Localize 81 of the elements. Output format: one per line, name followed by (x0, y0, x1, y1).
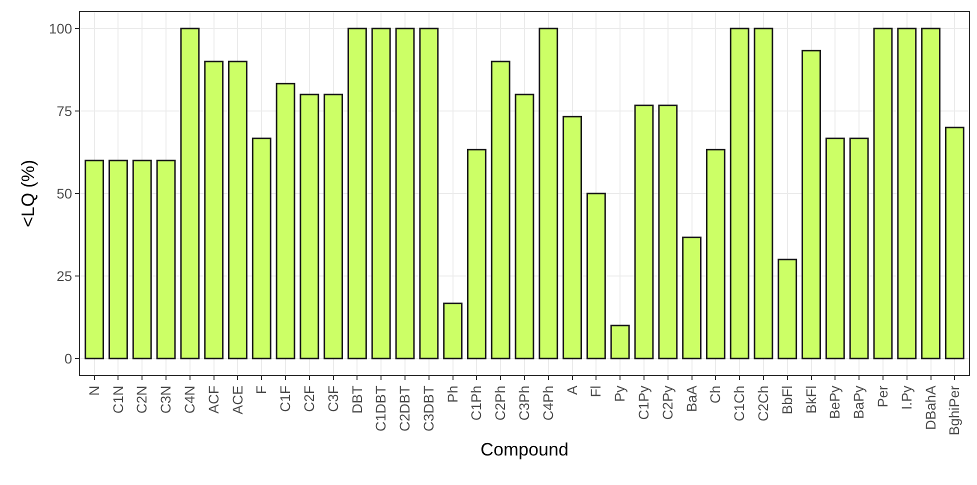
bar (754, 28, 774, 360)
bar (228, 60, 248, 360)
bar (132, 160, 152, 360)
x-tick-label: ACE (229, 386, 246, 414)
x-tick-label: BaPy (850, 386, 867, 420)
bar (371, 28, 391, 360)
x-axis-title: Compound (480, 440, 569, 460)
x-tick-label: C3F (324, 386, 341, 412)
bar (348, 28, 367, 360)
y-tick-label: 0 (64, 350, 72, 366)
x-tick-label: C1DBT (372, 385, 389, 432)
x-tick-label: C3DBT (420, 385, 436, 432)
x-tick-label: ACF (205, 386, 222, 414)
x-tick-label: C2Ph (492, 386, 508, 421)
bar (849, 138, 869, 360)
bar (825, 138, 845, 360)
x-tick-label: BePy (826, 386, 843, 420)
bar (802, 50, 821, 360)
x-tick-label: C4Ph (540, 386, 556, 421)
bar (180, 28, 200, 360)
x-tick-label: C1Py (636, 386, 652, 420)
bar (324, 94, 344, 360)
bar (300, 94, 320, 360)
x-tick-label: C1Ch (731, 386, 748, 422)
x-tick-label: BghiPer (946, 385, 962, 436)
y-tick-label: 25 (56, 268, 72, 284)
y-tick-label: 50 (56, 185, 72, 202)
x-tick-label: A (564, 384, 580, 395)
x-tick-label: F (253, 386, 270, 394)
bar (586, 192, 606, 360)
x-tick-label: Py (612, 386, 628, 402)
bar (395, 28, 415, 360)
x-tick-label: C2Py (659, 386, 676, 420)
bar (730, 28, 750, 360)
bar (276, 82, 296, 360)
bar (466, 148, 486, 360)
bar (156, 160, 176, 360)
bar (706, 148, 726, 360)
x-tick-label: C2Ch (755, 386, 772, 422)
x-tick-label: BkFl (802, 386, 819, 414)
x-tick-label: Fl (588, 386, 604, 398)
x-tick-label: C2DBT (396, 385, 413, 432)
bar (108, 160, 128, 360)
x-tick-label: BbFl (778, 386, 795, 414)
bar (897, 28, 917, 360)
bar (921, 28, 940, 360)
bar (538, 28, 558, 360)
x-tick-label: Ch (707, 386, 724, 404)
x-tick-label: C3Ph (516, 386, 532, 421)
bar (682, 236, 702, 360)
y-axis-title: <LQ (%) (18, 160, 38, 228)
bar (490, 60, 510, 360)
bar (514, 94, 534, 360)
bar (443, 302, 463, 360)
bar (873, 28, 893, 360)
bar (944, 126, 964, 360)
x-tick-label: C3N (158, 386, 174, 414)
x-tick-label: C1N (110, 386, 126, 414)
x-tick-label: Ph (444, 386, 460, 403)
x-tick-label: C1F (277, 386, 294, 412)
x-tick-label: DBahA (922, 384, 938, 430)
x-tick-label: Per (874, 385, 891, 408)
x-tick-label: C1Ph (468, 386, 484, 421)
bar (634, 104, 654, 360)
bar (610, 324, 630, 360)
bar (419, 28, 439, 360)
x-tick-label: C2N (134, 386, 150, 414)
bar (204, 60, 224, 360)
x-tick-label: BaA (683, 384, 700, 412)
bar (778, 258, 798, 360)
x-tick-label: C2F (300, 386, 317, 412)
x-tick-label: DBT (348, 385, 365, 414)
y-tick-label: 75 (56, 102, 72, 119)
bar (658, 104, 678, 360)
x-tick-label: N (86, 386, 102, 396)
y-tick-label: 100 (48, 20, 72, 36)
x-tick-label: C4N (181, 386, 198, 414)
x-tick-label: I.Py (898, 386, 914, 410)
bar (252, 138, 272, 360)
bar (562, 116, 582, 360)
bar (84, 160, 104, 360)
